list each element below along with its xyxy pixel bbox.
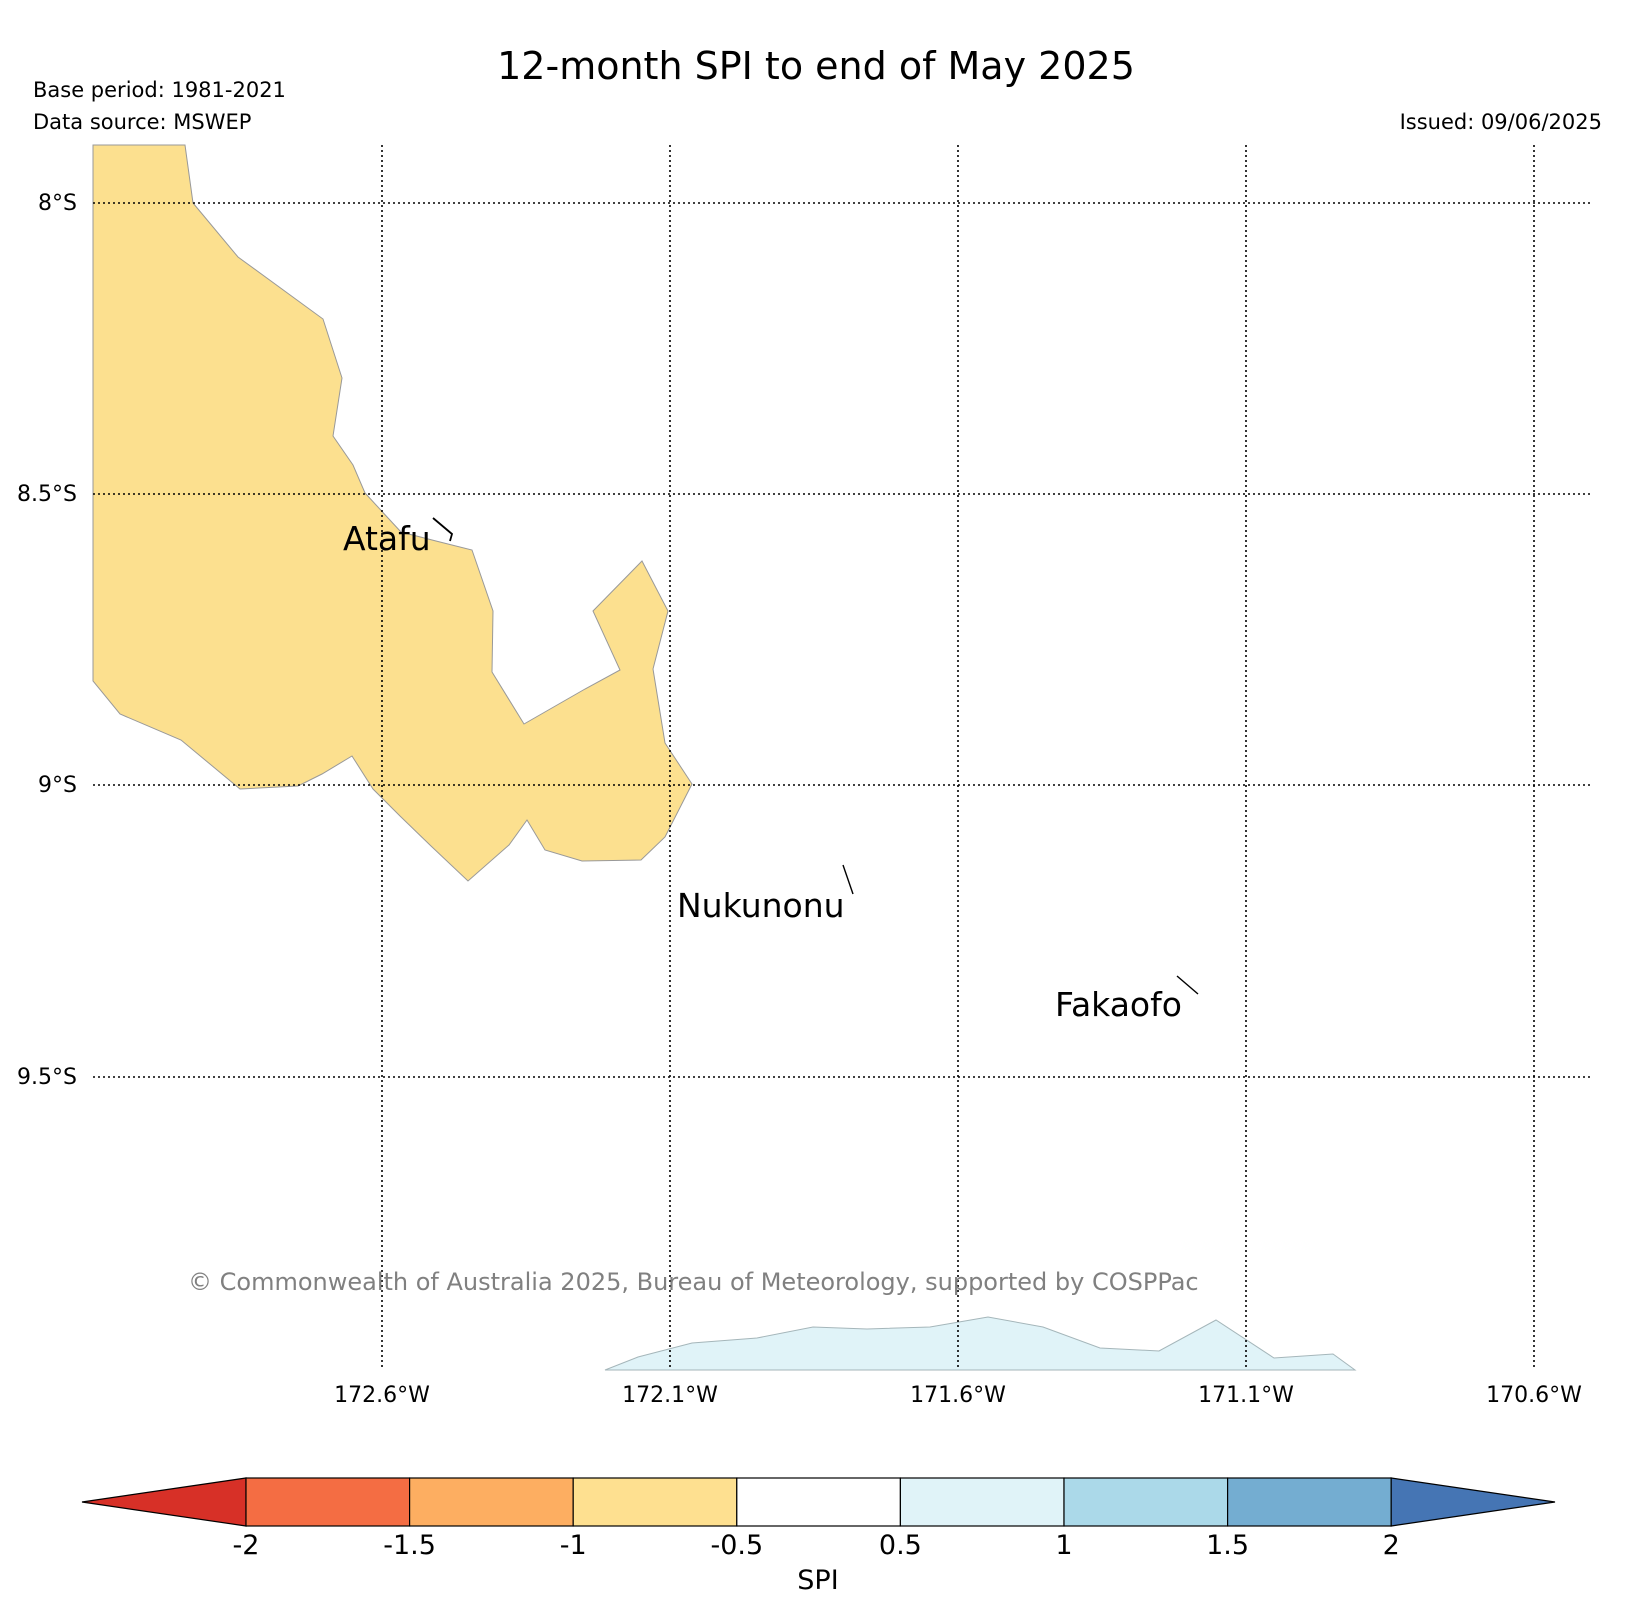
copyright-notice: © Commonwealth of Australia 2025, Bureau… (188, 1268, 1199, 1296)
colorbar-tick-label: -1 (560, 1530, 587, 1561)
place-label-nukunonu: Nukunonu (677, 886, 845, 925)
map-title: 12-month SPI to end of May 2025 (497, 44, 1135, 88)
lat-label: 9°S (38, 773, 77, 798)
base-period-note: Base period: 1981-2021 (33, 78, 286, 102)
colorbar-segment (572, 1477, 738, 1527)
colorbar-segment (245, 1477, 411, 1527)
colorbar-tick-label: -2 (233, 1530, 260, 1561)
spi-colorbar (81, 1477, 1556, 1527)
place-label-atafu: Atafu (343, 519, 431, 558)
nukunonu-atoll-outline (842, 864, 854, 895)
colorbar-segment (736, 1477, 901, 1527)
colorbar-tick-label: 2 (1383, 1530, 1400, 1561)
lon-label: 171.6°W (910, 1383, 1006, 1408)
lat-label: 9.5°S (17, 1065, 77, 1090)
lon-label: 170.6°W (1486, 1383, 1582, 1408)
colorbar-segment (1226, 1477, 1392, 1527)
colorbar-segment (899, 1477, 1065, 1527)
colorbar-extend-low (81, 1477, 247, 1527)
colorbar-tick-label: -1.5 (383, 1530, 436, 1561)
spi-region-wet (604, 1316, 1357, 1371)
lon-label: 172.1°W (622, 1383, 718, 1408)
colorbar-tick-label: 1 (1055, 1530, 1072, 1561)
colorbar-tick-label: 1.5 (1206, 1530, 1249, 1561)
lat-label: 8.5°S (17, 482, 77, 507)
colorbar-label: SPI (797, 1565, 838, 1596)
data-source-note: Data source: MSWEP (33, 110, 251, 134)
lon-label: 171.1°W (1198, 1383, 1294, 1408)
colorbar-segment (1063, 1477, 1229, 1527)
lat-label: 8°S (38, 191, 77, 216)
atafu-atoll-outline (432, 517, 454, 542)
place-label-fakaofo: Fakaofo (1055, 985, 1182, 1024)
fakaofo-atoll-outline (1176, 975, 1199, 995)
colorbar-tick-label: -0.5 (710, 1530, 763, 1561)
issued-date: Issued: 09/06/2025 (1400, 110, 1602, 134)
colorbar-extend-high (1390, 1477, 1556, 1527)
lon-label: 172.6°W (334, 1383, 430, 1408)
map-panel: 8°S 8.5°S 9°S 9.5°S 172.6°W 172.1°W 171.… (17, 144, 1592, 1408)
spi-region-dry (92, 144, 693, 882)
colorbar-tick-label: 0.5 (879, 1530, 922, 1561)
colorbar-segment (409, 1477, 574, 1527)
